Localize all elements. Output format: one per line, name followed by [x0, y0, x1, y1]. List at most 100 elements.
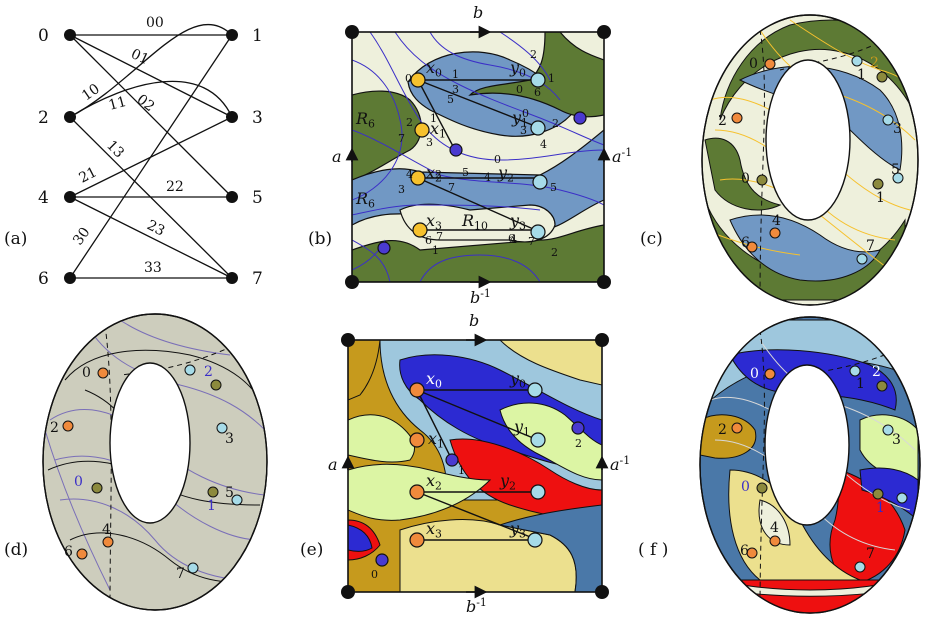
port-number: 3 [520, 124, 527, 137]
node [64, 29, 76, 41]
port-number: 0 [522, 107, 529, 120]
port-number: 5 [462, 166, 469, 179]
node-label: 0 [741, 479, 750, 495]
node-label: 5 [225, 485, 234, 501]
region-steel [498, 504, 602, 592]
curve-family [352, 32, 604, 282]
graph-nodes [64, 29, 238, 284]
y-label: y1 [513, 417, 530, 438]
y-label: y0 [509, 369, 526, 390]
node-label: 1 [857, 67, 866, 83]
side-label: b-1 [466, 596, 487, 616]
y-label: y3 [509, 211, 526, 232]
node-label: 3 [892, 432, 901, 448]
port-number: 2 [406, 116, 413, 129]
node [226, 111, 238, 123]
region-navy [348, 524, 373, 552]
edge-label: 11 [107, 94, 128, 114]
panel-e-tag: (e) [300, 540, 323, 560]
y-label: y1 [511, 108, 528, 129]
port-number: 5 [550, 181, 557, 194]
region-cream [700, 574, 920, 597]
region-blue [729, 214, 881, 282]
panel-c-tag: (c) [640, 229, 663, 249]
node-label: 7 [176, 566, 185, 582]
port-number: 1 [548, 72, 555, 85]
graph-edges [416, 389, 539, 541]
node-label: 1 [876, 500, 885, 516]
node-x [412, 222, 428, 238]
side-label: a [332, 147, 342, 166]
node-x [414, 122, 430, 138]
port-number: 2 [551, 246, 558, 259]
port-number: 6 [425, 234, 432, 247]
x-label: x0 [426, 58, 442, 79]
edge-label: 00 [146, 15, 164, 31]
panel-d-nodes [62, 364, 243, 574]
node-label: 0 [38, 26, 49, 46]
x-label: x3 [426, 519, 442, 540]
port-number: 7 [448, 181, 455, 194]
side-label: a-1 [610, 454, 630, 474]
region-sand [499, 340, 602, 386]
node-label: 0 [741, 171, 750, 187]
region-green [719, 19, 918, 121]
node-label: 5 [252, 188, 263, 208]
panel-d-tag: (d) [4, 540, 28, 560]
y-label: y0 [509, 58, 526, 79]
y-label: y2 [497, 163, 514, 184]
node-label: 2 [718, 113, 727, 129]
node-label: 7 [866, 546, 875, 562]
x-label: x1 [430, 119, 446, 140]
node [64, 111, 76, 123]
node-label: 3 [252, 108, 263, 128]
edge-label: 23 [144, 217, 167, 239]
node-label: 1 [876, 190, 885, 206]
region-label: R6 [355, 109, 375, 130]
port-number: 3 [452, 83, 459, 96]
panel-d: (d) [4, 313, 268, 611]
region-gold [348, 340, 381, 401]
node-label: 3 [225, 431, 234, 447]
node-label: 0 [74, 474, 83, 490]
node-label: 1 [207, 498, 216, 514]
node-label: 0 [750, 366, 759, 382]
corner-dots [341, 333, 609, 599]
node-y [530, 120, 546, 136]
node-label: 2 [872, 364, 881, 380]
region-red [449, 438, 602, 521]
port-number: 1 [452, 68, 459, 81]
panel-c: (c) [640, 14, 919, 306]
region-label: R10 [461, 211, 488, 232]
node-label: 5 [891, 162, 900, 178]
corner-dots [345, 25, 611, 289]
node-label: 2 [718, 422, 727, 438]
node-label: 2 [204, 364, 213, 380]
node-y [532, 174, 548, 190]
port-number: 1 [430, 112, 437, 125]
vertex-label: 2 [575, 437, 582, 450]
port-number: 4 [540, 138, 547, 151]
x-label: x2 [426, 471, 442, 492]
node-label: 6 [38, 269, 49, 289]
port-number: 2 [435, 168, 442, 181]
panel-b-tag: (b) [308, 229, 332, 249]
node [226, 29, 238, 41]
region-green [704, 137, 782, 211]
port-number: 6 [534, 86, 541, 99]
panel-b: (b) [308, 3, 632, 307]
node-label: 2 [38, 108, 49, 128]
port-number: 5 [447, 93, 454, 106]
vertex-label: 0 [371, 568, 378, 581]
x-label: x1 [428, 429, 444, 450]
port-number: 4 [406, 168, 413, 181]
vertex-label: 1 [458, 464, 465, 477]
port-number: 2 [552, 117, 559, 130]
edge-label: 01 [128, 46, 151, 68]
node-label: 1 [856, 376, 865, 392]
side-label: b-1 [470, 287, 491, 307]
region-cream [758, 499, 791, 546]
torus-hole [765, 59, 851, 221]
panel-a-tag: (a) [4, 229, 27, 249]
